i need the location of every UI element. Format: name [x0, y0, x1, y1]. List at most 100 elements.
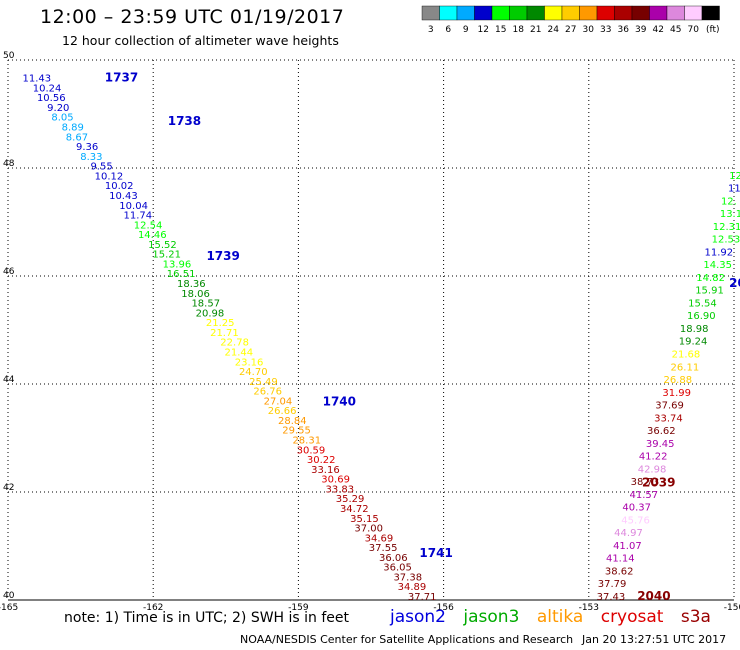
swh-point: 13.1 [720, 209, 740, 220]
swh-point: 8.05 [51, 113, 73, 124]
x-tick-label: -153 [579, 603, 599, 613]
swh-point: 21.25 [206, 318, 235, 329]
colorbar-label: 15 [495, 25, 506, 35]
orbit-labels: 1737 1738 1739 1740 1741 2039 2040 20 [105, 71, 740, 603]
colorbar-label: 24 [548, 25, 560, 35]
swh-point: 12. [721, 196, 737, 207]
colorbar-swatch [421, 5, 440, 21]
swh-point: 30.22 [307, 455, 336, 466]
swh-point: 10.04 [119, 201, 148, 212]
swh-point: 33.74 [654, 413, 683, 424]
swh-point: 45.76 [621, 515, 650, 526]
swh-point: 10.02 [105, 181, 134, 192]
colorbar-swatch [509, 5, 528, 21]
swh-point: 25.49 [249, 377, 278, 388]
colorbar-label: 9 [463, 25, 469, 35]
orbit-label: 20 [729, 276, 740, 290]
orbit-label: 2039 [642, 476, 675, 490]
swh-point: 21.68 [672, 349, 701, 360]
colorbar-swatch [631, 5, 650, 21]
swh-point: 29.55 [282, 426, 311, 437]
swh-point: 37.55 [369, 543, 398, 554]
swh-point: 30.59 [297, 445, 326, 456]
colorbar-label: (ft) [706, 25, 720, 35]
data-points: 11.4310.2410.569.208.058.898.679.368.339… [23, 74, 740, 603]
swh-point: 18.06 [181, 289, 210, 300]
swh-point: 33.16 [311, 465, 340, 476]
colorbar-swatch [649, 5, 668, 21]
swh-point: 15.54 [688, 298, 717, 309]
swh-point: 30.69 [321, 475, 350, 486]
swh-point: 38.73 [631, 477, 660, 488]
swh-point: 12 [729, 171, 740, 182]
swh-point: 34.89 [398, 582, 427, 593]
colorbar-swatch [439, 5, 458, 21]
swh-point: 15.91 [695, 286, 724, 297]
legend-s3a: s3a [680, 607, 711, 627]
colorbar-label: 36 [618, 25, 630, 35]
swh-point: 11.74 [124, 211, 153, 222]
chart-title: 12:00 – 23:59 UTC 01/19/2017 [40, 6, 345, 28]
credit-line: NOAA/NESDIS Center for Satellite Applica… [240, 633, 574, 646]
colorbar-swatch [544, 5, 563, 21]
orbit-label: 1741 [419, 546, 452, 560]
colorbar-label: 30 [583, 25, 595, 35]
colorbar-swatch [561, 5, 580, 21]
swh-point: 37.00 [354, 524, 383, 535]
colorbar-label: 12 [478, 25, 489, 35]
swh-point: 19.24 [679, 337, 708, 348]
swh-point: 33.83 [326, 484, 355, 495]
swh-point: 11.92 [705, 247, 734, 258]
swh-point: 18.98 [680, 324, 709, 335]
colorbar-label: 33 [600, 25, 611, 35]
colorbar-label: 21 [530, 25, 541, 35]
swh-point: 34.69 [365, 533, 394, 544]
swh-point: 44.97 [614, 528, 643, 539]
swh-point: 26.76 [253, 387, 282, 398]
swh-point: 8.67 [66, 132, 88, 143]
swh-point: 9.36 [76, 142, 98, 153]
swh-point: 12.53 [712, 235, 740, 246]
swh-point: 36.05 [383, 563, 412, 574]
colorbar-swatch [491, 5, 510, 21]
swh-point: 16.51 [167, 269, 196, 280]
swh-point: 37.71 [408, 592, 437, 603]
swh-point: 21.71 [210, 328, 239, 339]
swh-point: 18.57 [191, 299, 220, 310]
legend-altika: altika [536, 607, 584, 627]
x-tick-label: -150 [724, 603, 740, 613]
swh-point: 31.99 [662, 388, 691, 399]
colorbar-swatch [579, 5, 598, 21]
orbit-label: 1740 [323, 395, 356, 409]
swh-point: 14.35 [703, 260, 732, 271]
legend-jason2: jason2 [390, 607, 446, 627]
swh-point: 27.04 [264, 396, 293, 407]
swh-point: 37.38 [393, 572, 422, 583]
swh-point: 41.07 [613, 541, 642, 552]
swh-point: 21.44 [225, 347, 254, 358]
swh-point: 9.20 [47, 103, 69, 114]
swh-point: 10.43 [109, 191, 138, 202]
swh-point: 20.98 [196, 308, 225, 319]
swh-point: 41.22 [639, 452, 668, 463]
colorbar-swatch [456, 5, 475, 21]
orbit-label: 1739 [206, 249, 239, 263]
swh-point: 40.37 [622, 503, 651, 514]
swh-point: 22.78 [220, 338, 249, 349]
swh-point: 37.79 [598, 579, 627, 590]
legend-cryosat: cryosat [600, 607, 664, 627]
swh-point: 42.98 [638, 464, 667, 475]
swh-point: 26.11 [671, 362, 700, 373]
swh-point: 9.55 [90, 162, 112, 173]
swh-point: 37.43 [597, 592, 626, 603]
y-tick-label: 50 [3, 51, 15, 61]
colorbar: 3 6 9 12 15 18 21 24 27 30 33 36 39 42 45 70 (ft) [421, 5, 720, 35]
x-tick-label: -159 [288, 603, 309, 613]
orbit-label: 1738 [168, 114, 201, 128]
swh-point: 37.69 [655, 401, 684, 412]
colorbar-label: 27 [565, 25, 576, 35]
y-tick-label: 42 [3, 483, 14, 493]
swh-point: 26.66 [268, 406, 297, 417]
y-tick-label: 40 [3, 591, 15, 601]
swh-point: 34.72 [340, 504, 369, 515]
